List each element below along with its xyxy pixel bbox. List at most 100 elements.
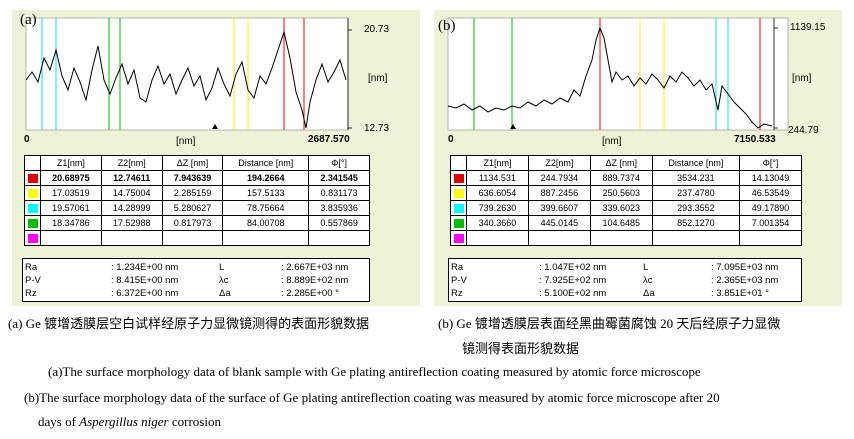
table-cell: 852.1270 xyxy=(651,215,741,231)
table-cell: 2.285159 xyxy=(161,185,224,201)
stat-param: Δa xyxy=(643,288,655,299)
table-cell: 889.7374 xyxy=(589,170,653,186)
stat-value: : 7.925E+02 nm xyxy=(539,275,607,286)
table-cell: 46.53549 xyxy=(739,185,802,201)
color-swatch-green xyxy=(27,219,38,229)
color-swatch-red xyxy=(27,174,38,184)
table-cell: 237.4780 xyxy=(651,185,741,201)
row-color-swatch[interactable] xyxy=(24,185,41,201)
stat-value: : 1.047E+02 nm xyxy=(539,262,607,273)
table-cell xyxy=(222,230,310,246)
table-row[interactable]: 17.03519 14.75004 2.285159 157.5133 0.83… xyxy=(24,185,370,201)
stat-param-value: : 7.095E+03 nm xyxy=(711,262,779,273)
x-max-label: 7150.533 xyxy=(734,134,776,145)
profile-plot-a xyxy=(25,17,352,131)
table-row[interactable]: 19.57061 14.28999 5.280627 78.75664 3.83… xyxy=(24,200,370,216)
row-color-swatch[interactable] xyxy=(24,200,41,216)
stat-name: Rz xyxy=(451,288,463,299)
table-cell: 84.00708 xyxy=(222,215,310,231)
y-unit-label: [nm] xyxy=(368,73,388,84)
table-cell: 78.75664 xyxy=(222,200,310,216)
table-header: Φ[°] xyxy=(739,155,802,171)
afm-panel-a: (a) 20.73 [nm] 12.73 0 [nm] 2687.570 Z1[… xyxy=(12,10,420,306)
stat-value: : 8.415E+00 nm xyxy=(111,275,179,286)
caption-text: days of xyxy=(38,414,80,429)
table-header-row: Z1[nm] Z2[nm] ΔZ [nm] Distance [nm] Φ[°] xyxy=(24,155,370,171)
y-max-label: 20.73 xyxy=(364,24,390,35)
x-unit-label: [nm] xyxy=(176,136,196,147)
table-row[interactable]: 739.2630 399.6607 339.6023 293.3552 49.1… xyxy=(450,200,802,216)
caption-a-en: (a)The surface morphology data of blank … xyxy=(48,364,701,379)
row-color-swatch[interactable] xyxy=(450,230,467,246)
stat-param-value: : 2.285E+00 ° xyxy=(281,288,339,299)
table-cell xyxy=(739,230,802,246)
table-row[interactable] xyxy=(24,230,370,246)
table-cell: 340.3660 xyxy=(466,215,529,231)
table-cell: 3.835936 xyxy=(308,200,370,216)
stat-row: Ra : 1.234E+00 nm L : 2.667E+03 nm xyxy=(23,262,369,274)
x-min-label: 0 xyxy=(448,134,454,145)
table-cell: 17.03519 xyxy=(40,185,102,201)
table-row[interactable]: 636.6054 887.2456 250.5603 237.4780 46.5… xyxy=(450,185,802,201)
stat-row: P-V : 8.415E+00 nm λc : 8.889E+02 nm xyxy=(23,275,369,287)
stat-name: Ra xyxy=(25,262,38,273)
afm-panel-b: (b) 1139.15 [nm] 244.79 0 [nm] 7150.533 … xyxy=(434,10,842,306)
stat-name: P-V xyxy=(25,275,41,286)
table-cell: 194.2664 xyxy=(222,170,310,186)
table-header: Φ[°] xyxy=(308,155,370,171)
table-cell: 20.68975 xyxy=(40,170,102,186)
table-row[interactable]: 1134.531 244.7934 889.7374 3534.231 14.1… xyxy=(450,170,802,186)
stat-name: P-V xyxy=(451,275,467,286)
table-header: Distance [nm] xyxy=(222,155,310,171)
table-cell: 445.0145 xyxy=(527,215,591,231)
table-row[interactable]: 20.68975 12.74611 7.943639 194.2664 2.34… xyxy=(24,170,370,186)
table-cell xyxy=(466,230,529,246)
table-cell: 49.17890 xyxy=(739,200,802,216)
row-color-swatch[interactable] xyxy=(450,200,467,216)
header-swatch xyxy=(24,155,41,171)
color-swatch-yellow xyxy=(453,189,464,199)
table-cell: 0.817973 xyxy=(161,215,224,231)
measurement-table: Z1[nm] Z2[nm] ΔZ [nm] Distance [nm] Φ[°]… xyxy=(450,155,802,246)
x-unit-label: [nm] xyxy=(602,136,622,147)
stat-value: : 5.100E+02 nm xyxy=(539,288,607,299)
stat-row: P-V : 7.925E+02 nm λc : 2.365E+03 nm xyxy=(449,275,801,287)
table-cell: 887.2456 xyxy=(527,185,591,201)
table-cell: 1134.531 xyxy=(466,170,529,186)
table-cell: 12.74611 xyxy=(100,170,163,186)
table-header: ΔZ [nm] xyxy=(589,155,653,171)
color-swatch-red xyxy=(453,174,464,184)
table-cell: 14.28999 xyxy=(100,200,163,216)
color-swatch-cyan xyxy=(27,204,38,214)
table-cell: 5.280627 xyxy=(161,200,224,216)
stat-param-value: : 3.851E+01 ° xyxy=(711,288,769,299)
table-row[interactable]: 340.3660 445.0145 104.6485 852.1270 7.00… xyxy=(450,215,802,231)
stat-param-value: : 8.889E+02 nm xyxy=(281,275,349,286)
table-cell: 739.2630 xyxy=(466,200,529,216)
stat-name: Ra xyxy=(451,262,464,273)
table-cell xyxy=(161,230,224,246)
row-color-swatch[interactable] xyxy=(450,170,467,186)
panel-label: (b) xyxy=(438,18,456,34)
row-color-swatch[interactable] xyxy=(24,170,41,186)
row-color-swatch[interactable] xyxy=(450,185,467,201)
color-swatch-magenta xyxy=(27,234,38,244)
table-cell: 293.3552 xyxy=(651,200,741,216)
row-color-swatch[interactable] xyxy=(450,215,467,231)
table-row[interactable] xyxy=(450,230,802,246)
stat-param: λc xyxy=(219,275,229,286)
stat-value: : 1.234E+00 nm xyxy=(111,262,179,273)
profile-line-a xyxy=(25,30,347,129)
y-max-label: 1139.15 xyxy=(790,22,826,33)
caption-b-zh-line2: 镜测得表面形貌数据 xyxy=(462,341,580,356)
table-header: Z1[nm] xyxy=(40,155,102,171)
row-color-swatch[interactable] xyxy=(24,215,41,231)
y-min-label: 244.79 xyxy=(788,125,819,136)
table-header: Distance [nm] xyxy=(651,155,741,171)
x-max-label: 2687.570 xyxy=(308,134,350,145)
table-row[interactable]: 18.34786 17.52988 0.817973 84.00708 0.55… xyxy=(24,215,370,231)
row-color-swatch[interactable] xyxy=(24,230,41,246)
table-cell: 250.5603 xyxy=(589,185,653,201)
stat-name: Rz xyxy=(25,288,37,299)
roughness-stats-box: Ra : 1.047E+02 nm L : 7.095E+03 nm P-V :… xyxy=(448,258,802,302)
